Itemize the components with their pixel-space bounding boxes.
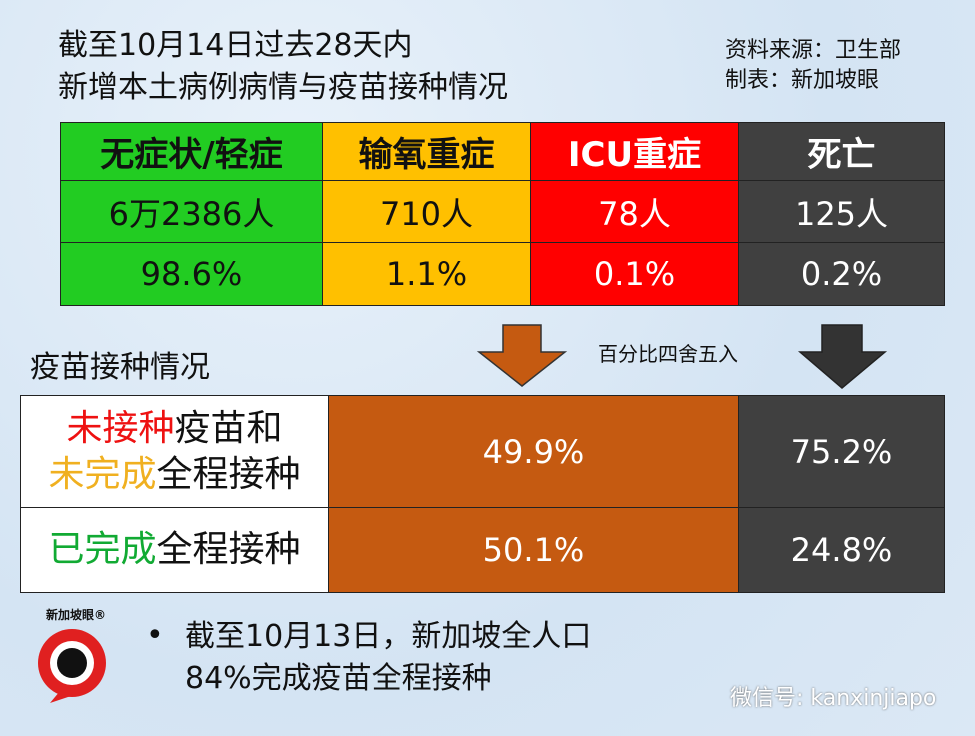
table-cell: 1.1%: [322, 242, 531, 306]
logo-pupil: [57, 648, 87, 678]
row-label: 未接种疫苗和 未完成全程接种: [20, 395, 329, 508]
label-text: 全程接种: [156, 529, 301, 570]
label-highlight: 未接种: [66, 407, 175, 449]
column-header: 无症状/轻症: [60, 122, 323, 181]
arrow: [797, 324, 888, 389]
column-header: 死亡: [738, 122, 945, 181]
column-header: ICU重症: [530, 122, 739, 181]
footnote-line: 84%完成疫苗全程接种: [185, 661, 492, 696]
bullet: •: [146, 618, 164, 653]
table-cell: 0.2%: [738, 242, 945, 306]
label-text: 全程接种: [156, 453, 301, 495]
title-line: 新增本土病例病情与疫苗接种情况: [58, 70, 508, 105]
label-line: 未接种疫苗和: [66, 406, 282, 452]
rounding-note: 百分比四舍五入: [598, 342, 738, 366]
table-cell: 49.9%: [328, 395, 739, 508]
watermark: 微信号: kanxinjiapo: [730, 686, 937, 711]
title-line: 截至10月14日过去28天内: [58, 28, 413, 63]
logo-tail: [50, 691, 74, 703]
table-cell: 78人: [530, 180, 739, 243]
table-cell: 75.2%: [738, 395, 945, 508]
table-cell: 98.6%: [60, 242, 323, 306]
column-header: 输氧重症: [322, 122, 531, 181]
label-highlight: 已完成: [48, 529, 157, 570]
row-label: 已完成全程接种: [20, 507, 329, 593]
logo-text: 新加坡眼®: [46, 608, 107, 622]
footnote-line: 截至10月13日，新加坡全人口: [185, 619, 592, 654]
source-line: 制表：新加坡眼: [725, 68, 880, 93]
section-title: 疫苗接种情况: [30, 350, 210, 385]
table-cell: 710人: [322, 180, 531, 243]
table-cell: 0.1%: [530, 242, 739, 306]
logo: [38, 629, 106, 703]
arrow: [476, 324, 568, 387]
table-cell: 50.1%: [328, 507, 739, 593]
label-line: 未完成全程接种: [48, 452, 300, 498]
label-text: 疫苗和: [174, 407, 283, 449]
table-cell: 125人: [738, 180, 945, 243]
label-highlight: 未完成: [48, 453, 157, 495]
table-cell: 24.8%: [738, 507, 945, 593]
table-cell: 6万2386人: [60, 180, 323, 243]
label-line: 已完成全程接种: [48, 527, 300, 573]
source-line: 资料来源：卫生部: [725, 38, 902, 63]
